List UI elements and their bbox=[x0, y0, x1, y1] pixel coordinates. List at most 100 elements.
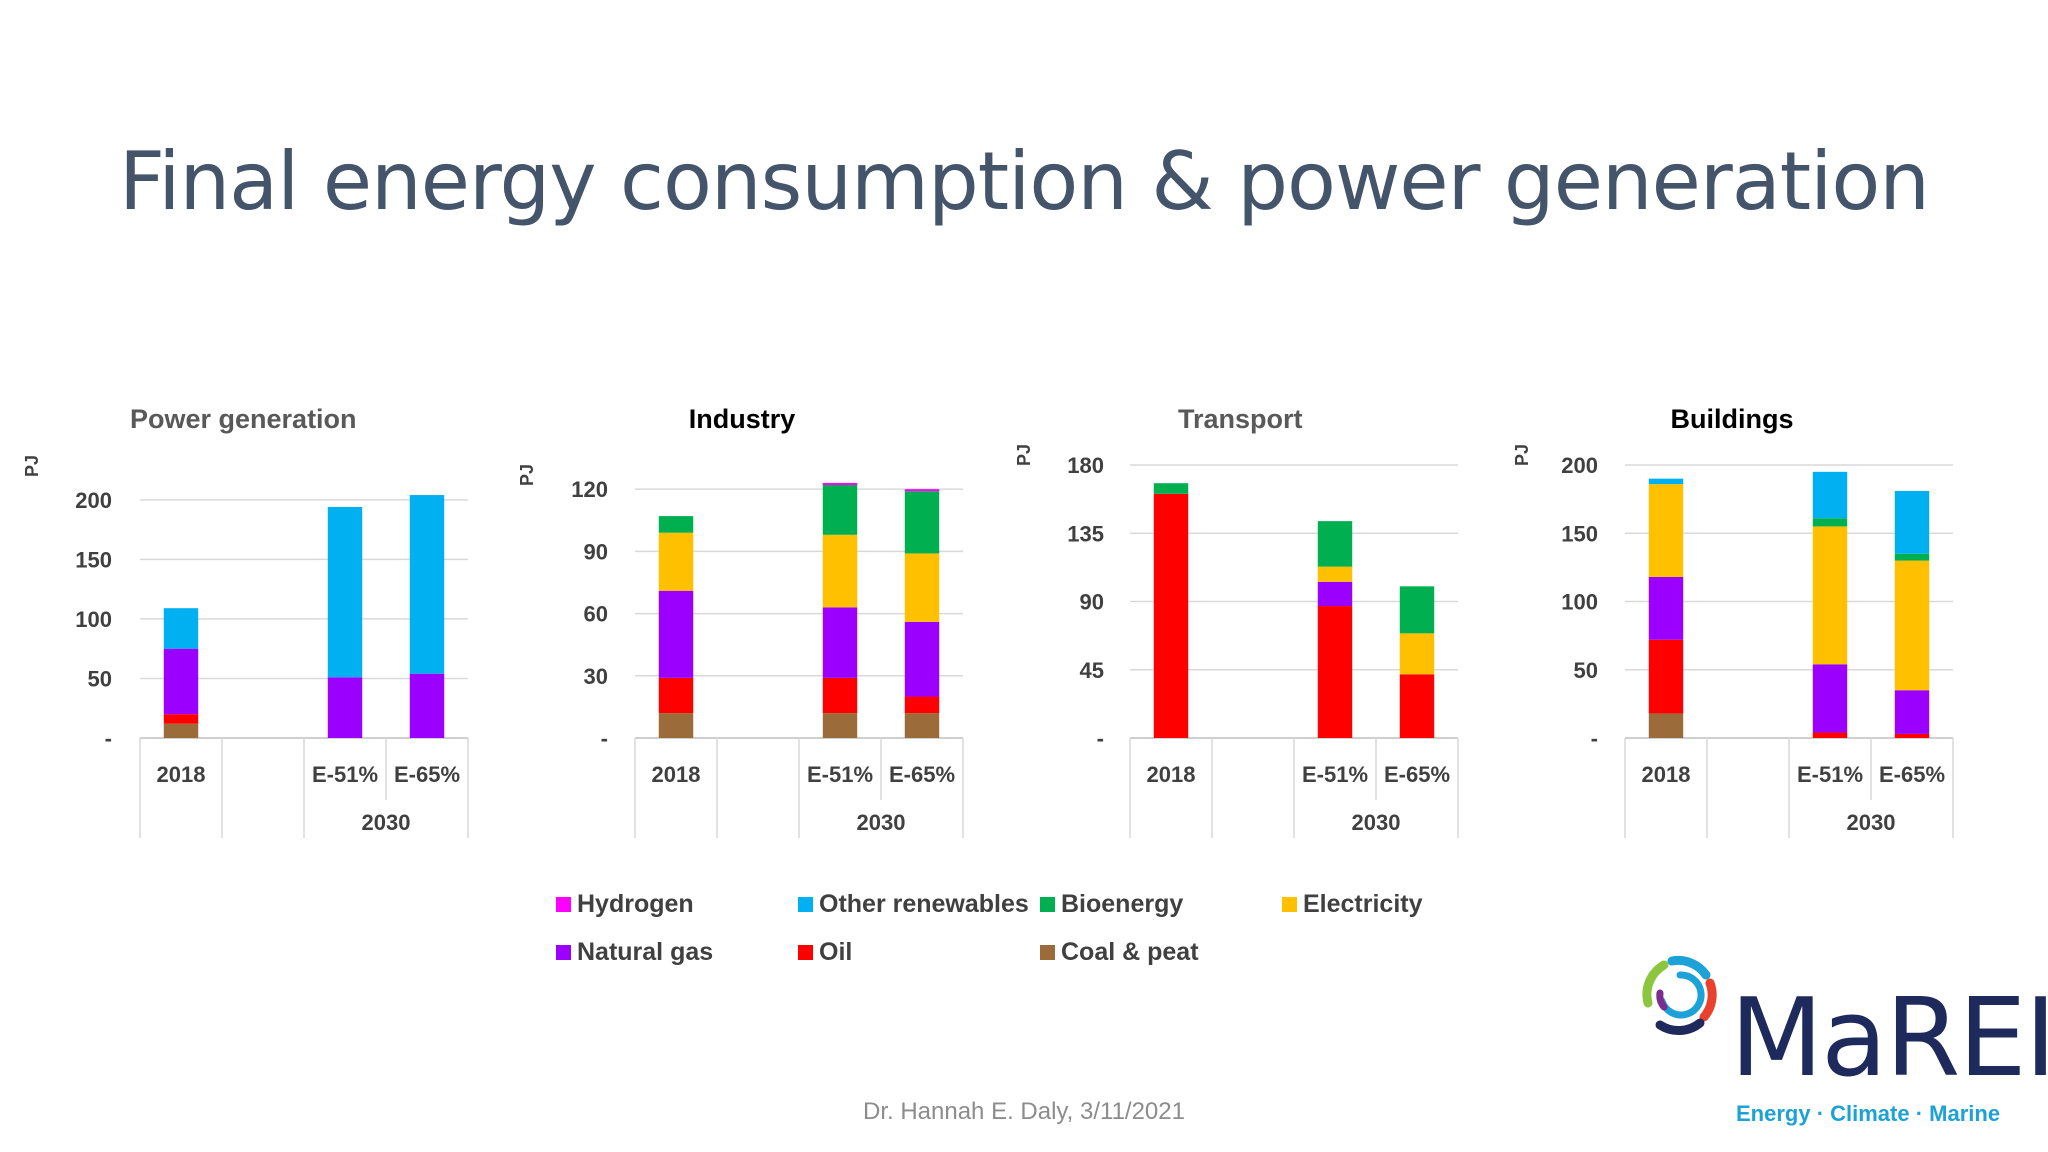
legend: Hydrogen Other renewables Bioenergy Elec… bbox=[556, 890, 1516, 1000]
bar-power-generation-0-other-renewables bbox=[163, 608, 199, 649]
bar-buildings-3-oil bbox=[1894, 733, 1930, 738]
bar-buildings-0-oil bbox=[1648, 639, 1684, 714]
x-tick-industry-0: 2018 bbox=[652, 762, 701, 787]
x-tick-transport-3: E-65% bbox=[1384, 762, 1450, 787]
x-tick-buildings-0: 2018 bbox=[1642, 762, 1691, 787]
footer-credit: Dr. Hannah E. Daly, 3/11/2021 bbox=[863, 1098, 1185, 1125]
legend-item-oil: Oil bbox=[798, 938, 852, 967]
logo-wordmark: MaREI bbox=[1730, 976, 2048, 1101]
legend-label-bioenergy: Bioenergy bbox=[1061, 890, 1184, 918]
bar-industry-2-coal-peat bbox=[822, 713, 858, 738]
bar-buildings-0-natural-gas bbox=[1648, 576, 1684, 640]
legend-swatch-hydrogen bbox=[556, 897, 571, 912]
bar-buildings-0-other-renewables bbox=[1648, 478, 1684, 485]
y-tick-transport-45: 45 bbox=[1080, 658, 1104, 683]
legend-swatch-natural-gas bbox=[556, 945, 571, 960]
x-tick-power-generation-2: E-51% bbox=[312, 762, 378, 787]
y-tick-transport-0: - bbox=[1097, 726, 1104, 751]
y-tick-buildings-150: 150 bbox=[1561, 521, 1598, 546]
y-tick-transport-90: 90 bbox=[1080, 590, 1104, 615]
chart-title-power-generation: Power generation bbox=[130, 404, 357, 434]
y-tick-buildings-200: 200 bbox=[1561, 453, 1598, 478]
bar-power-generation-3-other-renewables bbox=[409, 495, 445, 674]
logo-swirl-icon bbox=[1642, 955, 1717, 1036]
bar-industry-3-natural-gas bbox=[904, 621, 940, 697]
bar-industry-3-bioenergy bbox=[904, 491, 940, 554]
legend-swatch-other-renewables bbox=[798, 897, 813, 912]
bar-buildings-2-bioenergy bbox=[1812, 518, 1848, 527]
slide-title: Final energy consumption & power generat… bbox=[119, 135, 1930, 228]
bar-transport-0-oil bbox=[1153, 493, 1189, 738]
bar-industry-3-electricity bbox=[904, 553, 940, 622]
bar-buildings-3-other-renewables bbox=[1894, 490, 1930, 554]
y-tick-industry-120: 120 bbox=[571, 477, 608, 502]
legend-label-oil: Oil bbox=[819, 938, 853, 966]
logo-tagline: Energy · Climate · Marine bbox=[1736, 1101, 2001, 1126]
x-tick-transport-2: E-51% bbox=[1302, 762, 1368, 787]
legend-item-electricity: Electricity bbox=[1282, 890, 1423, 919]
bar-transport-3-electricity bbox=[1399, 633, 1435, 675]
bar-buildings-3-natural-gas bbox=[1894, 690, 1930, 734]
bar-power-generation-2-natural-gas bbox=[327, 677, 363, 738]
x-tick-power-generation-3: E-65% bbox=[394, 762, 460, 787]
y-axis-label-industry: PJ bbox=[517, 464, 537, 486]
bar-power-generation-3-natural-gas bbox=[409, 673, 445, 738]
bar-power-generation-0-natural-gas bbox=[163, 648, 199, 715]
bar-buildings-3-electricity bbox=[1894, 560, 1930, 691]
legend-item-natural-gas: Natural gas bbox=[556, 938, 713, 967]
bar-industry-3-oil bbox=[904, 696, 940, 714]
bar-buildings-0-coal-peat bbox=[1648, 713, 1684, 738]
bar-power-generation-2-other-renewables bbox=[327, 506, 363, 678]
y-tick-industry-0: - bbox=[601, 726, 608, 751]
y-axis-label-power-generation: PJ bbox=[22, 455, 42, 477]
y-axis-label-buildings: PJ bbox=[1512, 444, 1532, 466]
legend-item-other-renewables: Other renewables bbox=[798, 890, 1029, 919]
bar-industry-2-electricity bbox=[822, 534, 858, 608]
bar-buildings-3-bioenergy bbox=[1894, 553, 1930, 561]
bar-power-generation-0-oil bbox=[163, 714, 199, 724]
x-group-industry-0: 2030 bbox=[857, 810, 906, 835]
x-group-buildings-0: 2030 bbox=[1847, 810, 1896, 835]
bar-industry-0-coal-peat bbox=[658, 713, 694, 738]
y-tick-power-generation-0: - bbox=[105, 726, 112, 751]
y-tick-transport-135: 135 bbox=[1067, 521, 1104, 546]
x-tick-industry-2: E-51% bbox=[807, 762, 873, 787]
legend-swatch-bioenergy bbox=[1040, 897, 1055, 912]
bar-power-generation-0-coal-peat bbox=[163, 723, 199, 738]
x-tick-buildings-2: E-51% bbox=[1797, 762, 1863, 787]
legend-swatch-coal-peat bbox=[1040, 945, 1055, 960]
bar-transport-2-oil bbox=[1317, 606, 1353, 738]
chart-title-buildings: Buildings bbox=[1671, 404, 1794, 434]
bar-industry-0-natural-gas bbox=[658, 590, 694, 678]
bar-industry-0-electricity bbox=[658, 532, 694, 591]
legend-swatch-oil bbox=[798, 945, 813, 960]
chart-title-industry: Industry bbox=[689, 404, 796, 434]
legend-label-coal-peat: Coal & peat bbox=[1061, 938, 1199, 966]
legend-item-bioenergy: Bioenergy bbox=[1040, 890, 1183, 919]
bar-industry-2-natural-gas bbox=[822, 607, 858, 678]
bar-transport-3-bioenergy bbox=[1399, 586, 1435, 634]
legend-swatch-electricity bbox=[1282, 897, 1297, 912]
legend-label-electricity: Electricity bbox=[1303, 890, 1423, 918]
legend-label-other-renewables: Other renewables bbox=[819, 890, 1029, 918]
legend-label-hydrogen: Hydrogen bbox=[577, 890, 694, 918]
bar-transport-2-electricity bbox=[1317, 566, 1353, 582]
legend-item-hydrogen: Hydrogen bbox=[556, 890, 694, 919]
chart-title-transport: Transport bbox=[1178, 404, 1303, 434]
y-tick-transport-180: 180 bbox=[1067, 453, 1104, 478]
bar-industry-2-hydrogen bbox=[822, 482, 858, 485]
bar-industry-3-hydrogen bbox=[904, 489, 940, 492]
y-axis-label-transport: PJ bbox=[1014, 444, 1034, 466]
bar-industry-2-oil bbox=[822, 677, 858, 714]
y-tick-buildings-0: - bbox=[1591, 726, 1598, 751]
y-tick-power-generation-150: 150 bbox=[75, 547, 112, 572]
bar-transport-2-bioenergy bbox=[1317, 521, 1353, 567]
bar-buildings-2-electricity bbox=[1812, 526, 1848, 665]
bar-transport-0-bioenergy bbox=[1153, 483, 1189, 494]
bar-buildings-2-oil bbox=[1812, 732, 1848, 738]
x-tick-transport-0: 2018 bbox=[1147, 762, 1196, 787]
bar-buildings-2-other-renewables bbox=[1812, 471, 1848, 519]
bar-industry-2-bioenergy bbox=[822, 485, 858, 535]
legend-label-natural-gas: Natural gas bbox=[577, 938, 714, 966]
